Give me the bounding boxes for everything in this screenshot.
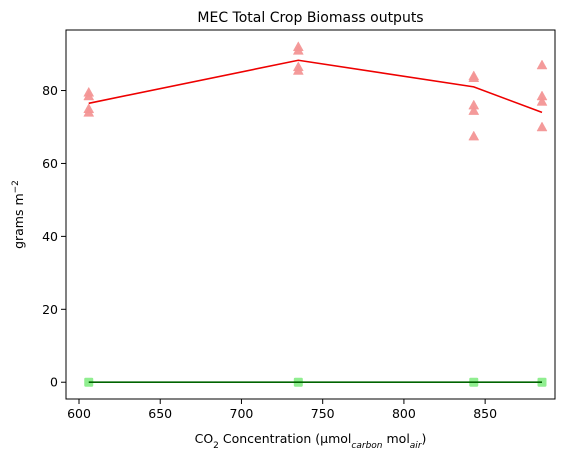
x-tick-label: 850 — [473, 406, 497, 421]
scatter-point-triangle — [536, 121, 548, 132]
scatter-point-triangle — [468, 99, 480, 110]
scatter-point-triangle — [536, 95, 548, 106]
plot-area — [83, 41, 548, 387]
scatter-point-triangle — [536, 90, 548, 101]
scatter-point-triangle — [83, 86, 95, 97]
y-tick-label: 80 — [42, 83, 58, 98]
x-tick-label: 600 — [67, 406, 91, 421]
y-tick-label: 20 — [42, 302, 58, 317]
x-axis: 600 650 700 750 800 850 — [67, 399, 497, 421]
x-tick-label: 750 — [311, 406, 335, 421]
series-line-1 — [88, 59, 543, 114]
y-axis: 0 20 40 60 80 — [42, 83, 66, 390]
y-tick-label: 60 — [42, 156, 58, 171]
scatter-point-triangle — [536, 59, 548, 70]
scatter-point-triangle — [468, 130, 480, 141]
y-tick-label: 0 — [50, 375, 58, 390]
x-tick-label: 700 — [230, 406, 254, 421]
scatter-point-triangle — [468, 105, 480, 115]
plot-frame — [65, 29, 556, 400]
y-axis-title: grams m−2 — [11, 180, 26, 249]
scatter-point-triangle — [83, 103, 95, 114]
x-tick-label: 800 — [392, 406, 416, 421]
scatter-point-triangle — [468, 70, 480, 81]
y-tick-label: 40 — [42, 229, 58, 244]
x-axis-title: CO2 Concentration (μmolcarbon molair) — [195, 431, 427, 451]
scatter-point-triangle — [292, 41, 304, 52]
chart-title: MEC Total Crop Biomass outputs — [197, 10, 423, 26]
x-tick-label: 650 — [148, 406, 172, 421]
scatter-point-triangle — [292, 61, 304, 72]
